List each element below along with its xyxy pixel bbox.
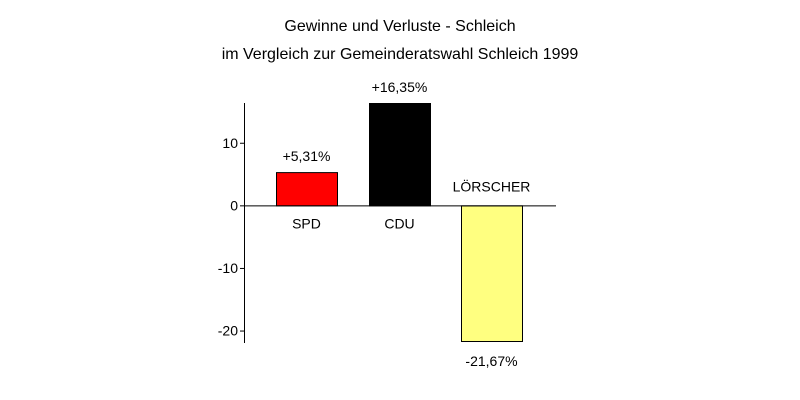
y-tick-label: 0 (230, 197, 238, 213)
bar-spd (276, 172, 338, 207)
chart-title: Gewinne und Verluste - Schleich (284, 18, 516, 35)
y-tick-label: 10 (222, 135, 238, 151)
category-label: SPD (292, 215, 321, 231)
y-tick-label: -20 (218, 323, 238, 339)
bar-lörscher (461, 205, 523, 342)
data-label: +5,31% (283, 148, 331, 164)
y-tick-label: -10 (218, 260, 238, 276)
chart-subtitle: im Vergleich zur Gemeinderatswahl Schlei… (221, 46, 579, 63)
category-label: LÖRSCHER (453, 177, 531, 194)
data-label: -21,67% (465, 353, 517, 369)
category-label: CDU (384, 215, 414, 231)
data-label: +16,35% (372, 79, 428, 95)
bar-cdu (369, 103, 431, 207)
